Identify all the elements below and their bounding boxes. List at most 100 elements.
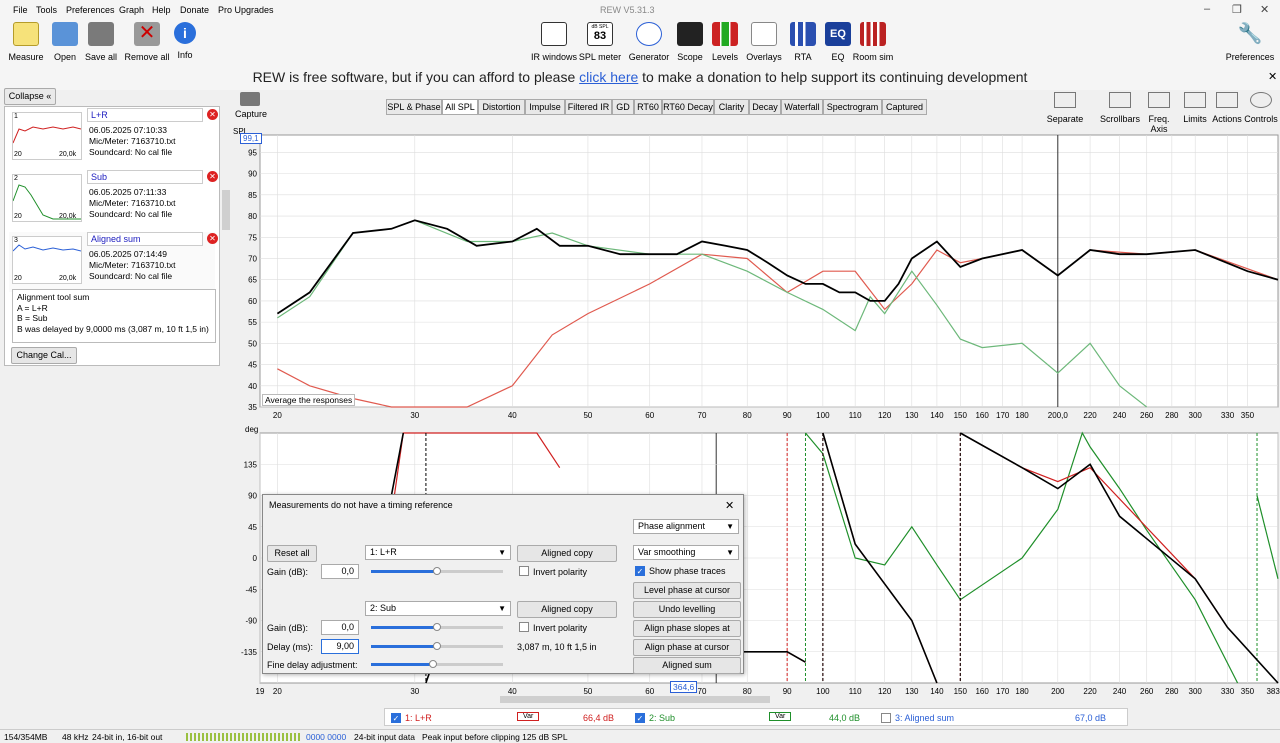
smoothing-select[interactable]: Var smoothing ▼ [633, 545, 739, 560]
tab-filtered-ir[interactable]: Filtered IR [565, 99, 612, 115]
measurement-a-select[interactable]: 1: L+R ▼ [365, 545, 511, 560]
donate-link[interactable]: click here [579, 69, 639, 85]
scrollbars-button[interactable]: Scrollbars [1100, 92, 1140, 124]
measurement-name[interactable]: L+R [87, 108, 203, 122]
aligned-copy-a-button[interactable]: Aligned copy [517, 545, 617, 562]
gain-a-field[interactable]: 0,0 [321, 564, 359, 579]
info-button[interactable]: i Info [155, 22, 215, 60]
menu-tools[interactable]: Tools [36, 5, 58, 15]
separate-button[interactable]: Separate [1046, 92, 1084, 124]
level-phase-button[interactable]: Level phase at cursor [633, 582, 741, 599]
tab-clarity[interactable]: Clarity [714, 99, 749, 115]
open-button[interactable]: Open [35, 22, 95, 62]
tab-decay[interactable]: Decay [749, 99, 781, 115]
delay-field[interactable]: 9,00 [321, 639, 359, 654]
capture-button[interactable]: Capture [235, 92, 267, 119]
change-cal-button[interactable]: Change Cal... [11, 347, 77, 364]
measurement-item[interactable]: 2 20 20,0k Sub ✕ 06.05.2025 07:11:33 Mic… [9, 170, 218, 230]
rta-button[interactable]: RTA [773, 22, 833, 62]
overlays-button[interactable]: Overlays [734, 22, 794, 62]
close-banner-icon[interactable]: ✕ [1268, 71, 1278, 83]
tab-distortion[interactable]: Distortion [478, 99, 525, 115]
maximize-icon[interactable]: ❐ [1232, 4, 1242, 16]
trace-2-smoothing[interactable]: Var [769, 712, 792, 721]
graph-scrollbar[interactable] [500, 696, 770, 703]
ir-windows-button[interactable]: IR windows [524, 22, 584, 62]
memory-status[interactable]: 154/354MB [4, 732, 48, 742]
tab-gd[interactable]: GD [612, 99, 634, 115]
freq-axis-button[interactable]: Freq. Axis [1140, 92, 1178, 134]
trace-legend: ✓ 1: L+R Var 66,4 dB ✓ 2: Sub Var 44,0 d… [384, 708, 1128, 726]
menu-pro-upgrades[interactable]: Pro Upgrades [218, 5, 274, 15]
preferences-button[interactable]: 🔧 Preferences [1225, 23, 1275, 62]
panel-scrollbar[interactable] [222, 190, 230, 230]
delay-knob[interactable] [433, 642, 441, 650]
align-slopes-button[interactable]: Align phase slopes at cursor [633, 620, 741, 648]
save-all-button[interactable]: Save all [71, 22, 131, 62]
fine-delay-knob[interactable] [429, 660, 437, 668]
aligned-copy-b-button[interactable]: Aligned copy [517, 601, 617, 618]
menu-graph[interactable]: Graph [119, 5, 145, 15]
tab-captured[interactable]: Captured [882, 99, 927, 115]
remove-all-button[interactable]: ✕ Remove all [124, 22, 170, 62]
generator-button[interactable]: Generator [619, 22, 679, 62]
collapse-button[interactable]: Collapse « [4, 88, 56, 105]
measurement-notes[interactable]: Alignment tool sum A = L+R B = Sub B was… [12, 289, 216, 343]
actions-button[interactable]: Actions [1211, 92, 1243, 124]
trace-1-smoothing[interactable]: Var [517, 712, 540, 721]
average-hint[interactable]: Average the responses [262, 394, 356, 406]
reset-all-button[interactable]: Reset all [267, 545, 317, 562]
tab-spl-phase[interactable]: SPL & Phase [386, 99, 442, 115]
gain-b-field[interactable]: 0,0 [321, 620, 359, 635]
menu-file[interactable]: File [13, 5, 28, 15]
menu-preferences[interactable]: Preferences [66, 5, 115, 15]
invert-b-checkbox[interactable] [519, 622, 529, 632]
show-phase-checkbox[interactable]: ✓ [635, 566, 645, 576]
undo-levelling-button[interactable]: Undo levelling [633, 601, 741, 618]
remove-measurement-icon[interactable]: ✕ [207, 109, 218, 120]
measurement-name[interactable]: Aligned sum [87, 232, 203, 246]
trace-3-checkbox[interactable] [881, 713, 891, 723]
aligned-sum-button[interactable]: Aligned sum [633, 657, 741, 674]
mode-select[interactable]: Phase alignment ▼ [633, 519, 739, 534]
eq-button[interactable]: EQ EQ [808, 22, 868, 62]
phase-cursor-value[interactable]: 364,6 [670, 681, 698, 693]
measurement-name[interactable]: Sub [87, 170, 203, 184]
spl-meter-button[interactable]: dB SPL 83 SPL meter [578, 22, 622, 62]
menu-donate[interactable]: Donate [180, 5, 210, 15]
limits-button[interactable]: Limits [1180, 92, 1210, 124]
menu-help[interactable]: Help [152, 5, 171, 15]
measurement-item[interactable]: 3 20 20,0k Aligned sum ✕ 06.05.2025 07:1… [9, 232, 218, 292]
tab-rt60-decay[interactable]: RT60 Decay [662, 99, 714, 115]
minimize-icon[interactable]: – [1204, 3, 1211, 15]
delay-slider[interactable] [371, 645, 437, 648]
remove-measurement-icon[interactable]: ✕ [207, 171, 218, 182]
fine-delay-slider[interactable] [371, 663, 433, 666]
trace-1-checkbox[interactable]: ✓ [391, 713, 401, 723]
spl-plot-area[interactable] [259, 134, 1279, 408]
spl-cursor-value[interactable]: 99,1 [240, 133, 262, 144]
invert-a-checkbox[interactable] [519, 566, 529, 576]
gain-a-slider[interactable] [371, 570, 437, 573]
room-sim-button[interactable]: Room sim [843, 22, 903, 62]
gain-b-knob[interactable] [433, 623, 441, 631]
gain-b-slider[interactable] [371, 626, 437, 629]
gain-a-knob[interactable] [433, 567, 441, 575]
tab-all-spl[interactable]: All SPL [442, 99, 478, 115]
dialog-close-icon[interactable]: ✕ [725, 500, 735, 512]
close-window-icon[interactable]: ✕ [1260, 4, 1270, 16]
measurement-item[interactable]: 1 20 20,0k L+R ✕ 06.05.2025 07:10:33 Mic… [9, 108, 218, 168]
measure-button[interactable]: Measure [0, 22, 56, 62]
tab-rt60[interactable]: RT60 [634, 99, 662, 115]
trace-2-checkbox[interactable]: ✓ [635, 713, 645, 723]
measurement-b-select[interactable]: 2: Sub ▼ [365, 601, 511, 616]
levels-button[interactable]: Levels [695, 22, 755, 62]
tab-spectrogram[interactable]: Spectrogram [823, 99, 882, 115]
controls-button[interactable]: Controls [1243, 92, 1279, 124]
scope-button[interactable]: Scope [660, 22, 720, 62]
graph-canvas[interactable]: 95 90 85 80 75 70 65 60 55 50 45 40 35 20 30 40 50 60 70 80… [232, 125, 1280, 705]
align-phase-button[interactable]: Align phase at cursor [633, 639, 741, 656]
tab-waterfall[interactable]: Waterfall [781, 99, 823, 115]
tab-impulse[interactable]: Impulse [525, 99, 565, 115]
remove-measurement-icon[interactable]: ✕ [207, 233, 218, 244]
